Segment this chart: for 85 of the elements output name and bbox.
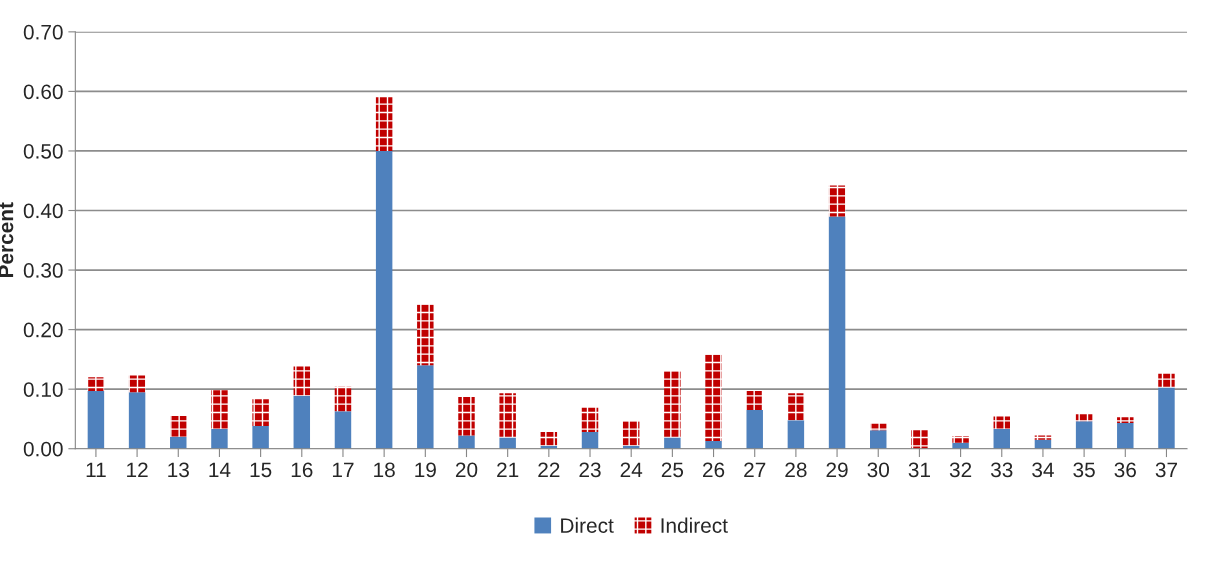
bar [622,421,640,446]
bar [1034,435,1052,440]
y-tick-label: 0.70 [23,24,63,40]
x-tick-label: 37 [1155,462,1178,478]
bar [211,390,228,430]
bar [334,411,352,449]
bar [293,366,311,396]
bar [993,429,1010,449]
y-tick-label: 0.50 [23,143,63,159]
x-tick-label: 35 [1073,462,1095,478]
x-tick-label: 33 [990,462,1013,478]
x-tick-label: 22 [538,462,560,478]
x-tick-label: 14 [209,462,231,478]
bar [746,410,763,449]
bar [993,416,1010,430]
x-tick-label: 19 [415,462,436,478]
bar [375,150,393,449]
bar [1117,417,1134,424]
bar [828,216,846,449]
bar [911,430,928,449]
y-tick-label: 0.20 [23,322,63,338]
bar [705,440,722,449]
bar [787,393,805,421]
bar [252,399,269,427]
bar [87,377,105,391]
bar [664,437,681,449]
bar [746,390,763,411]
bar [664,371,681,438]
bar [1075,414,1093,422]
bar [128,375,146,393]
bar [128,392,146,449]
x-tick-label: 18 [374,462,395,478]
bar [458,396,475,436]
bar [417,365,434,449]
legend-label: Direct [561,517,614,533]
x-tick-label: 26 [703,462,725,478]
bar [828,185,846,217]
bar [705,354,722,441]
bar [1075,421,1093,449]
bar [499,437,516,449]
x-tick-label: 30 [867,462,890,478]
bar [211,429,228,449]
x-tick-label: 31 [908,462,930,478]
x-tick-label: 24 [620,462,643,478]
x-tick-label: 15 [250,462,272,478]
bar [417,304,434,366]
x-tick-label: 27 [744,462,766,478]
bar [170,436,187,449]
bar [1158,373,1175,388]
y-tick-label: 0.00 [23,441,63,457]
bar [458,435,475,449]
bar [581,432,599,449]
bar [952,436,969,443]
x-tick-label: 23 [579,462,601,478]
x-tick-label: 17 [332,462,354,478]
x-tick-label: 36 [1114,462,1136,478]
bar [870,430,887,449]
x-tick-label: 25 [661,462,684,478]
bar [540,432,558,446]
x-tick-label: 12 [127,462,148,478]
y-tick-label: 0.60 [23,84,63,100]
bar [293,395,311,449]
y-tick-label: 0.40 [23,203,63,219]
x-tick-label: 20 [455,462,478,478]
y-tick-label: 0.30 [23,263,63,278]
bar [1158,387,1175,449]
bar [252,426,269,449]
bar [87,390,105,449]
bar [170,415,187,437]
bar [499,393,516,438]
y-tick-label: 0.10 [23,382,63,397]
bar [581,407,599,433]
x-tick-label: 34 [1032,462,1054,478]
x-tick-label: 29 [826,462,848,478]
x-tick-label: 28 [785,462,807,478]
x-tick-label: 32 [949,462,972,478]
bar [334,386,352,412]
bar [375,97,393,151]
bar [1117,423,1134,449]
bar [787,420,805,449]
x-tick-label: 11 [86,462,106,478]
x-tick-label: 13 [168,462,189,478]
legend-label: Indirect [661,517,728,533]
x-tick-label: 16 [291,462,313,478]
x-tick-label: 21 [497,462,519,478]
